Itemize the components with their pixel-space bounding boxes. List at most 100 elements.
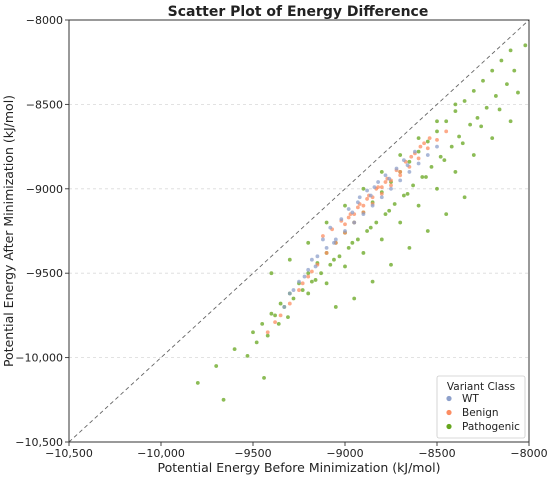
point-pathogenic-72 [350, 240, 355, 245]
point-benign-30 [422, 141, 427, 146]
point-pathogenic-23 [435, 129, 439, 134]
point-wt-6 [343, 229, 347, 233]
point-pathogenic-90 [449, 144, 454, 149]
point-wt-10 [379, 195, 384, 200]
point-pathogenic-27 [471, 89, 476, 93]
point-wt-30 [313, 264, 318, 269]
y-tick-label-2: −9500 [26, 267, 63, 280]
point-benign-44 [427, 136, 432, 141]
grid-lines [69, 104, 529, 359]
legend-label-pathogenic: Pathogenic [462, 421, 520, 433]
point-pathogenic-75 [405, 191, 410, 196]
point-wt-5 [333, 237, 338, 242]
point-pathogenic-49 [361, 186, 366, 191]
point-pathogenic-79 [479, 124, 484, 129]
point-pathogenic-67 [265, 333, 270, 338]
legend-title: Variant Class [447, 381, 515, 393]
point-pathogenic-48 [343, 203, 347, 208]
legend-label-wt: WT [462, 393, 479, 405]
point-wt-12 [398, 178, 403, 183]
point-wt-7 [352, 220, 357, 225]
x-tick-label-0: −10,500 [45, 447, 93, 460]
point-pathogenic-68 [276, 321, 281, 326]
point-pathogenic-22 [425, 139, 430, 144]
point-pathogenic-30 [499, 58, 504, 63]
point-wt-19 [328, 225, 333, 230]
point-benign-17 [435, 137, 439, 142]
point-pathogenic-41 [471, 153, 476, 157]
point-pathogenic-51 [398, 153, 403, 157]
point-benign-2 [297, 288, 301, 292]
point-pathogenic-29 [490, 68, 495, 73]
point-wt-39 [372, 185, 377, 190]
point-pathogenic-60 [425, 229, 430, 233]
point-pathogenic-24 [444, 119, 449, 124]
point-pathogenic-55 [333, 305, 338, 309]
point-pathogenic-0 [195, 381, 200, 385]
point-pathogenic-53 [435, 119, 439, 124]
point-wt-23 [365, 188, 369, 193]
point-pathogenic-21 [416, 149, 421, 154]
point-pathogenic-32 [306, 291, 311, 296]
point-pathogenic-1 [214, 364, 219, 368]
point-pathogenic-9 [306, 271, 311, 276]
point-pathogenic-6 [278, 301, 283, 306]
point-wt-1 [297, 279, 301, 284]
point-wt-35 [405, 163, 410, 168]
point-wt-29 [302, 274, 307, 279]
point-pathogenic-102 [337, 254, 342, 259]
point-pathogenic-83 [512, 68, 517, 73]
point-benign-42 [409, 154, 414, 159]
point-wt-36 [282, 305, 287, 309]
point-pathogenic-86 [484, 105, 489, 110]
point-pathogenic-45 [287, 257, 292, 262]
point-wt-34 [387, 176, 392, 181]
point-pathogenic-62 [462, 195, 467, 200]
point-benign-19 [321, 234, 325, 238]
point-pathogenic-98 [374, 220, 379, 225]
point-pathogenic-97 [383, 212, 388, 217]
point-wt-25 [383, 173, 388, 178]
legend-marker-wt [446, 395, 452, 402]
point-benign-16 [425, 146, 430, 151]
point-pathogenic-57 [370, 279, 375, 284]
point-pathogenic-35 [361, 251, 366, 255]
x-tick-label-1: −10,000 [137, 447, 185, 460]
point-pathogenic-104 [319, 271, 323, 276]
point-wt-32 [350, 210, 355, 215]
y-axis-ticks: −10,500 −10,000 −9500 −9000 −8500 −8000 [15, 14, 69, 449]
point-pathogenic-38 [416, 203, 421, 208]
point-benign-18 [444, 129, 449, 134]
point-benign-15 [416, 156, 421, 161]
point-pathogenic-99 [365, 229, 369, 233]
point-benign-31 [343, 222, 347, 227]
legend-marker-benign [446, 409, 452, 416]
point-pathogenic-91 [438, 154, 443, 159]
y-tick-label-1: −10,000 [15, 352, 63, 365]
point-pathogenic-87 [475, 116, 480, 120]
point-wt-13 [407, 170, 412, 174]
point-pathogenic-54 [453, 102, 458, 107]
point-pathogenic-92 [429, 164, 434, 169]
point-wt-3 [315, 254, 320, 259]
point-benign-37 [398, 170, 403, 174]
point-pathogenic-77 [442, 158, 447, 163]
point-benign-40 [300, 281, 305, 286]
point-pathogenic-89 [457, 134, 461, 139]
legend: Variant Class WT Benign Pathogenic [436, 375, 526, 439]
point-pathogenic-71 [332, 257, 336, 262]
point-wt-8 [361, 212, 366, 217]
point-pathogenic-70 [313, 278, 318, 282]
plot-frame [68, 19, 530, 443]
point-benign-45 [346, 215, 351, 220]
point-benign-1 [287, 301, 292, 306]
point-benign-43 [418, 144, 423, 149]
point-pathogenic-5 [269, 311, 274, 316]
x-tick-label-2: −9500 [234, 447, 271, 460]
point-wt-4 [324, 245, 329, 250]
point-wt-11 [389, 186, 393, 191]
point-pathogenic-28 [481, 78, 485, 83]
point-pathogenic-46 [306, 240, 311, 245]
point-wt-28 [413, 149, 417, 154]
